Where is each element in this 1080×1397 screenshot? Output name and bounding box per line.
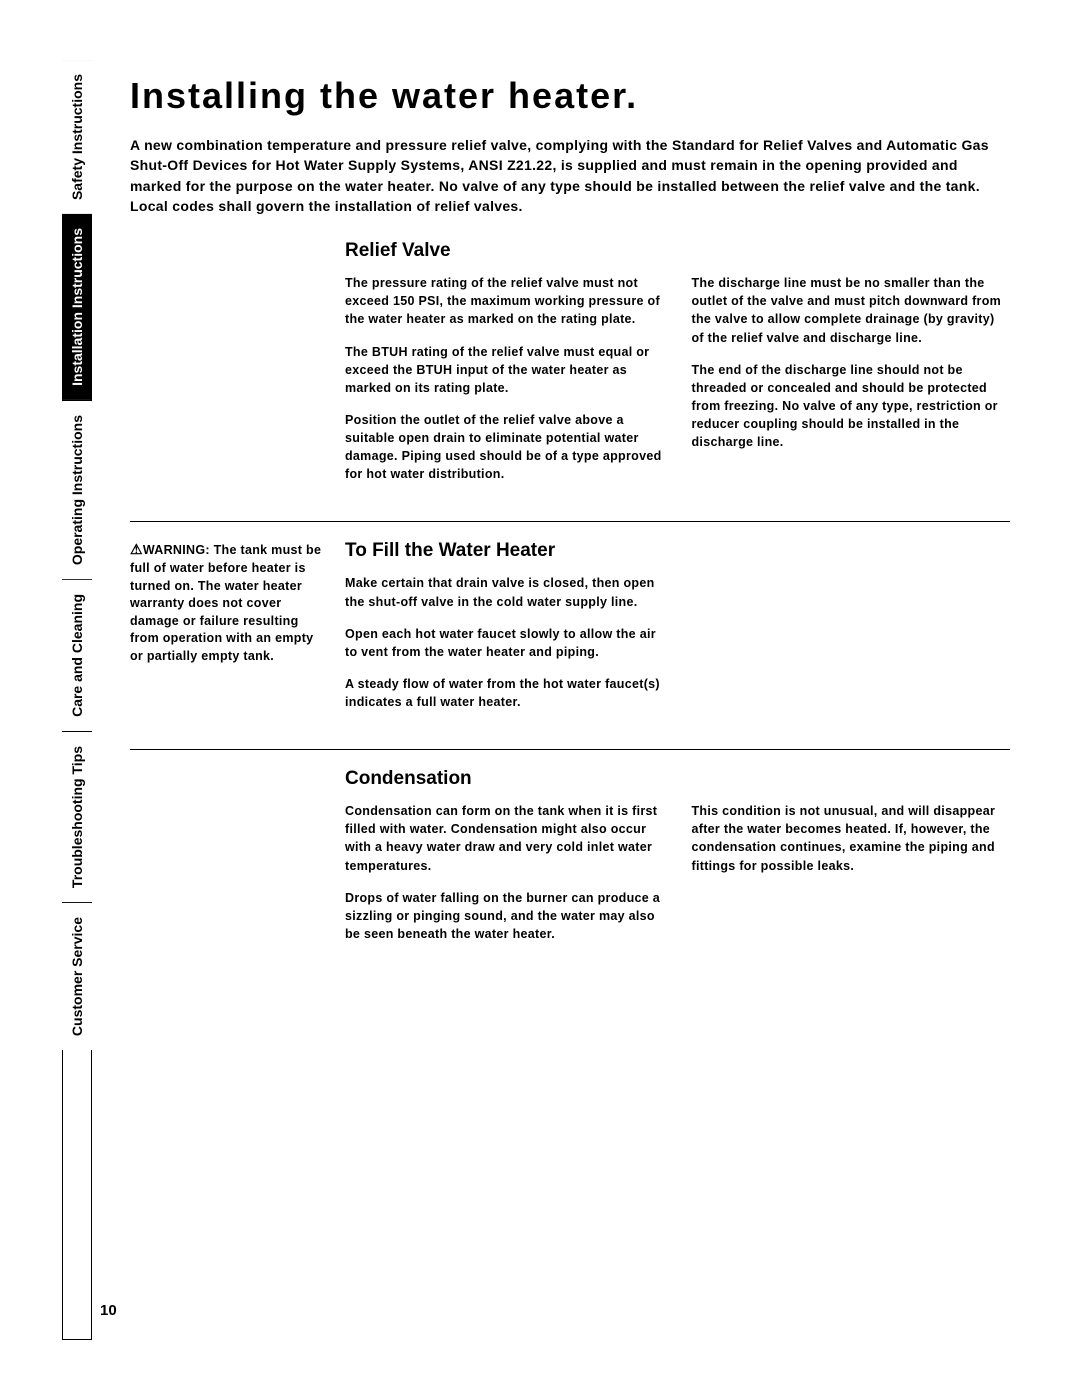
- tab-troubleshooting[interactable]: Troubleshooting Tips: [62, 732, 92, 902]
- tab-operating[interactable]: Operating Instructions: [62, 401, 92, 579]
- side-spacer: [130, 240, 325, 497]
- section-relief-valve: Relief Valve The pressure rating of the …: [130, 240, 1010, 497]
- tab-customer-service[interactable]: Customer Service: [62, 903, 92, 1050]
- body-text: Drops of water falling on the burner can…: [345, 889, 664, 943]
- warning-label: WARNING:: [143, 543, 210, 557]
- body-text: Open each hot water faucet slowly to all…: [345, 625, 664, 661]
- sidebar-tabs: Safety Instructions Installation Instruc…: [62, 60, 92, 1340]
- body-text: Make certain that drain valve is closed,…: [345, 574, 664, 610]
- relief-right-column: The discharge line must be no smaller th…: [692, 274, 1011, 497]
- heading-fill: To Fill the Water Heater: [345, 540, 1010, 562]
- section-fill: ⚠WARNING: The tank must be full of water…: [130, 540, 1010, 725]
- fill-column: Make certain that drain valve is closed,…: [345, 574, 664, 711]
- condensation-left-column: Condensation can form on the tank when i…: [345, 802, 664, 957]
- tab-installation[interactable]: Installation Instructions: [62, 214, 92, 400]
- tab-care[interactable]: Care and Cleaning: [62, 580, 92, 731]
- warning-text: The tank must be full of water before he…: [130, 543, 321, 662]
- main-content: Installing the water heater. A new combi…: [130, 75, 1010, 981]
- heading-relief-valve: Relief Valve: [345, 240, 1010, 262]
- condensation-right-column: This condition is not unusual, and will …: [692, 802, 1011, 957]
- intro-paragraph: A new combination temperature and pressu…: [130, 135, 1010, 216]
- body-text: Condensation can form on the tank when i…: [345, 802, 664, 875]
- body-text: The BTUH rating of the relief valve must…: [345, 343, 664, 397]
- section-divider: [130, 521, 1010, 522]
- body-text: Position the outlet of the relief valve …: [345, 411, 664, 484]
- body-text: The discharge line must be no smaller th…: [692, 274, 1011, 347]
- side-spacer: [130, 768, 325, 957]
- page-title: Installing the water heater.: [130, 75, 1010, 117]
- section-divider: [130, 749, 1010, 750]
- section-condensation: Condensation Condensation can form on th…: [130, 768, 1010, 957]
- body-text: The end of the discharge line should not…: [692, 361, 1011, 452]
- body-text: This condition is not unusual, and will …: [692, 802, 1011, 875]
- warning-icon: ⚠: [130, 540, 143, 560]
- tab-safety[interactable]: Safety Instructions: [62, 60, 92, 214]
- body-text: The pressure rating of the relief valve …: [345, 274, 664, 328]
- body-text: A steady flow of water from the hot wate…: [345, 675, 664, 711]
- page-number: 10: [100, 1302, 117, 1319]
- relief-left-column: The pressure rating of the relief valve …: [345, 274, 664, 497]
- warning-note: ⚠WARNING: The tank must be full of water…: [130, 540, 325, 725]
- heading-condensation: Condensation: [345, 768, 1010, 790]
